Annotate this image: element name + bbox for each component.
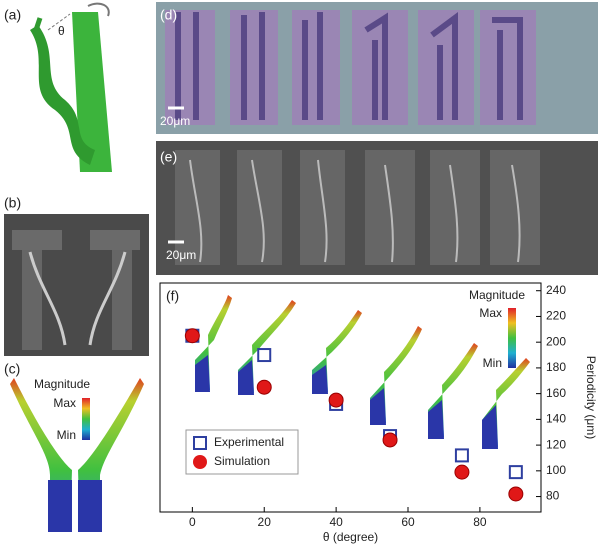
ribbons xyxy=(195,295,530,449)
simulation-point xyxy=(382,432,398,448)
colorbar-max: Max xyxy=(479,306,502,320)
panel-c: (c) Magnitude Max Min xyxy=(4,361,144,532)
panel-e: (e) 20μm xyxy=(156,141,598,275)
panel-label: (f) xyxy=(166,288,179,304)
legend-marker xyxy=(193,436,207,450)
y-tick-label: 80 xyxy=(546,489,560,503)
colorbar-title: Magnitude xyxy=(34,377,90,391)
y-tick-label: 180 xyxy=(546,360,566,374)
simulation-point xyxy=(256,379,272,395)
simulation-point xyxy=(184,328,200,344)
y-tick-label: 200 xyxy=(546,334,566,348)
panel-label: (b) xyxy=(4,195,21,211)
legend-marker xyxy=(193,455,207,469)
panel-f: (f) Magnitude Max Min xyxy=(159,282,542,513)
panel-label: (e) xyxy=(160,149,177,165)
scale-bar-label: 20μm xyxy=(166,248,196,262)
x-tick-label: 0 xyxy=(189,515,196,529)
x-tick-label: 60 xyxy=(401,515,415,529)
simulation-point xyxy=(328,392,344,408)
legend-label: Experimental xyxy=(214,435,284,449)
panel-label: (c) xyxy=(4,361,20,377)
x-axis-label: θ (degree) xyxy=(323,530,378,544)
y-axis-label: Periodicity (μm) xyxy=(584,356,598,440)
legend-label: Simulation xyxy=(214,454,270,468)
simulation-point xyxy=(508,486,524,502)
colorbar-min: Min xyxy=(57,428,76,442)
y-tick-label: 120 xyxy=(546,437,566,451)
scale-bar-label: 20μm xyxy=(160,114,190,128)
panel-label: (a) xyxy=(4,7,21,23)
experimental-point xyxy=(454,448,469,463)
y-tick-label: 240 xyxy=(546,283,566,297)
x-tick-label: 80 xyxy=(473,515,487,529)
y-tick-label: 100 xyxy=(546,463,566,477)
panel-d: (d) 20μm xyxy=(156,2,598,134)
panel-label: (d) xyxy=(160,7,177,23)
x-tick-label: 20 xyxy=(258,515,272,529)
y-tick-label: 220 xyxy=(546,309,566,323)
y-tick-label: 140 xyxy=(546,412,566,426)
colorbar-title: Magnitude xyxy=(469,288,525,302)
y-tick-label: 160 xyxy=(546,386,566,400)
colorbar-max: Max xyxy=(53,396,76,410)
x-tick-label: 40 xyxy=(329,515,343,529)
panel-b: (b) xyxy=(4,195,149,356)
panel-a: (a) θ xyxy=(4,2,112,172)
angle-label: θ xyxy=(58,24,65,38)
simulation-point xyxy=(454,464,470,480)
experimental-point xyxy=(508,465,523,480)
experimental-point xyxy=(257,348,272,363)
colorbar-min: Min xyxy=(483,356,502,370)
